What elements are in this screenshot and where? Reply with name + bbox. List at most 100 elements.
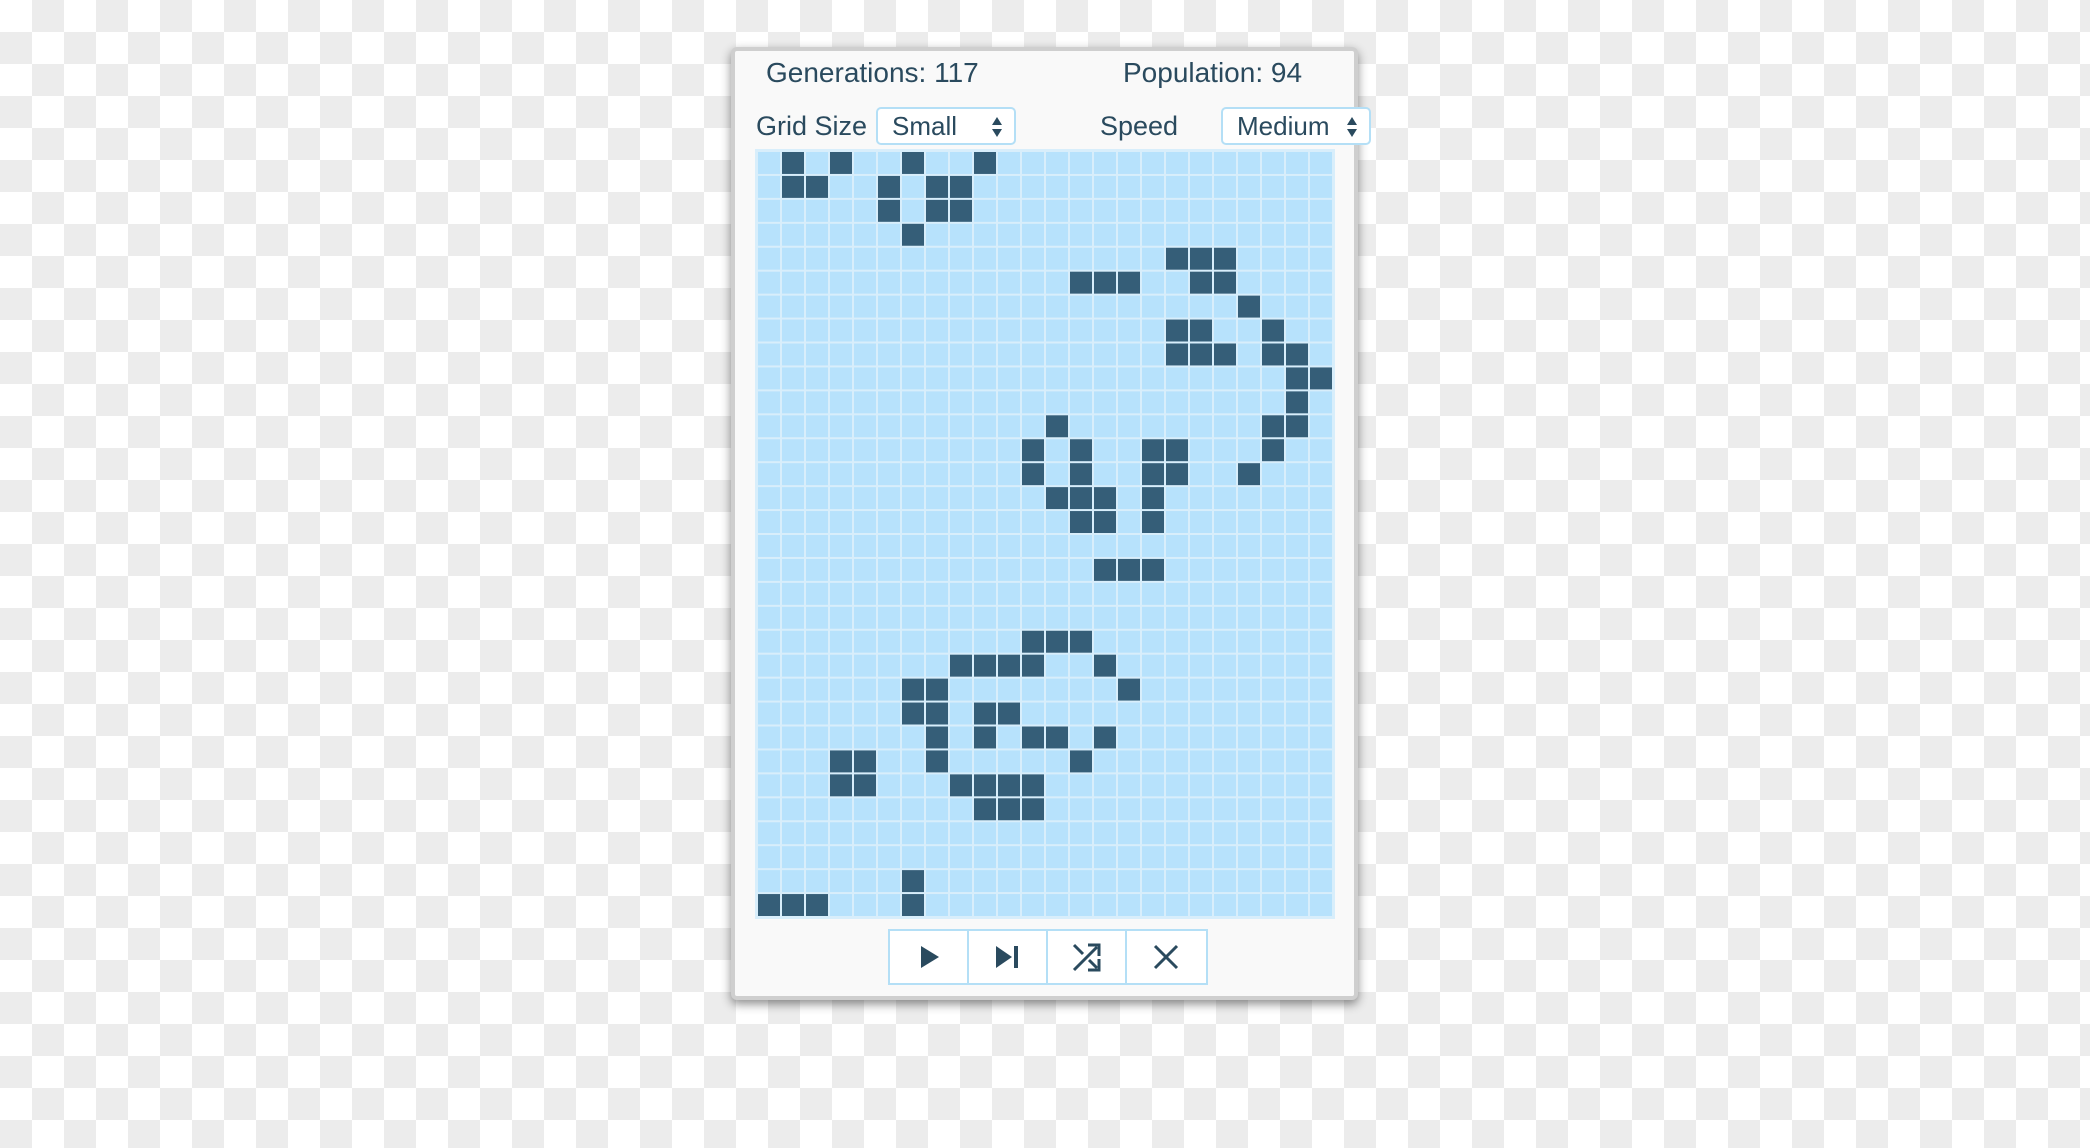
dead-cell[interactable] [1094,630,1116,653]
dead-cell[interactable] [1310,295,1332,318]
live-cell[interactable] [878,199,900,222]
dead-cell[interactable] [902,750,924,773]
dead-cell[interactable] [1046,199,1068,222]
dead-cell[interactable] [1238,678,1260,701]
dead-cell[interactable] [1310,319,1332,342]
dead-cell[interactable] [1142,654,1164,677]
live-cell[interactable] [1262,319,1284,342]
dead-cell[interactable] [998,487,1020,510]
dead-cell[interactable] [1286,295,1308,318]
dead-cell[interactable] [878,271,900,294]
dead-cell[interactable] [854,558,876,581]
dead-cell[interactable] [878,870,900,893]
dead-cell[interactable] [830,391,852,414]
dead-cell[interactable] [902,343,924,366]
dead-cell[interactable] [1190,582,1212,605]
dead-cell[interactable] [1286,271,1308,294]
dead-cell[interactable] [782,822,804,845]
dead-cell[interactable] [1070,367,1092,390]
dead-cell[interactable] [854,367,876,390]
dead-cell[interactable] [1022,702,1044,725]
dead-cell[interactable] [1094,535,1116,557]
dead-cell[interactable] [1238,247,1260,270]
dead-cell[interactable] [830,223,852,246]
dead-cell[interactable] [1310,439,1332,462]
dead-cell[interactable] [1310,798,1332,821]
dead-cell[interactable] [974,175,996,198]
dead-cell[interactable] [974,343,996,366]
dead-cell[interactable] [782,199,804,222]
dead-cell[interactable] [806,870,828,893]
live-cell[interactable] [902,152,924,174]
dead-cell[interactable] [902,535,924,557]
dead-cell[interactable] [758,558,780,581]
dead-cell[interactable] [950,750,972,773]
dead-cell[interactable] [1310,750,1332,773]
dead-cell[interactable] [1046,271,1068,294]
live-cell[interactable] [1046,726,1068,749]
live-cell[interactable] [974,654,996,677]
dead-cell[interactable] [1118,415,1140,438]
dead-cell[interactable] [902,774,924,797]
dead-cell[interactable] [1118,152,1140,174]
dead-cell[interactable] [1262,582,1284,605]
dead-cell[interactable] [1238,582,1260,605]
dead-cell[interactable] [878,487,900,510]
live-cell[interactable] [1142,463,1164,486]
dead-cell[interactable] [1190,558,1212,581]
dead-cell[interactable] [1046,750,1068,773]
dead-cell[interactable] [806,582,828,605]
dead-cell[interactable] [1166,511,1188,533]
dead-cell[interactable] [1142,319,1164,342]
dead-cell[interactable] [806,223,828,246]
dead-cell[interactable] [950,319,972,342]
live-cell[interactable] [998,654,1020,677]
dead-cell[interactable] [1190,678,1212,701]
dead-cell[interactable] [1238,894,1260,916]
dead-cell[interactable] [878,415,900,438]
dead-cell[interactable] [830,295,852,318]
dead-cell[interactable] [1190,654,1212,677]
dead-cell[interactable] [1262,798,1284,821]
dead-cell[interactable] [1190,535,1212,557]
dead-cell[interactable] [974,511,996,533]
live-cell[interactable] [1286,415,1308,438]
dead-cell[interactable] [830,654,852,677]
play-button[interactable] [890,931,969,983]
dead-cell[interactable] [1190,367,1212,390]
dead-cell[interactable] [998,199,1020,222]
dead-cell[interactable] [758,367,780,390]
randomize-button[interactable] [1048,931,1127,983]
dead-cell[interactable] [1238,343,1260,366]
dead-cell[interactable] [902,367,924,390]
live-cell[interactable] [974,798,996,821]
dead-cell[interactable] [1286,678,1308,701]
dead-cell[interactable] [1286,487,1308,510]
dead-cell[interactable] [1190,798,1212,821]
dead-cell[interactable] [1262,630,1284,653]
dead-cell[interactable] [1214,774,1236,797]
dead-cell[interactable] [1262,894,1284,916]
dead-cell[interactable] [1142,391,1164,414]
dead-cell[interactable] [1214,535,1236,557]
dead-cell[interactable] [998,894,1020,916]
live-cell[interactable] [1286,367,1308,390]
dead-cell[interactable] [758,175,780,198]
dead-cell[interactable] [1142,535,1164,557]
dead-cell[interactable] [878,846,900,869]
dead-cell[interactable] [1142,223,1164,246]
dead-cell[interactable] [998,247,1020,270]
dead-cell[interactable] [1046,846,1068,869]
dead-cell[interactable] [1118,870,1140,893]
dead-cell[interactable] [1166,582,1188,605]
dead-cell[interactable] [974,630,996,653]
dead-cell[interactable] [1310,343,1332,366]
dead-cell[interactable] [782,343,804,366]
dead-cell[interactable] [974,295,996,318]
dead-cell[interactable] [854,702,876,725]
dead-cell[interactable] [1310,152,1332,174]
dead-cell[interactable] [974,463,996,486]
dead-cell[interactable] [830,487,852,510]
dead-cell[interactable] [1118,606,1140,629]
dead-cell[interactable] [1022,558,1044,581]
